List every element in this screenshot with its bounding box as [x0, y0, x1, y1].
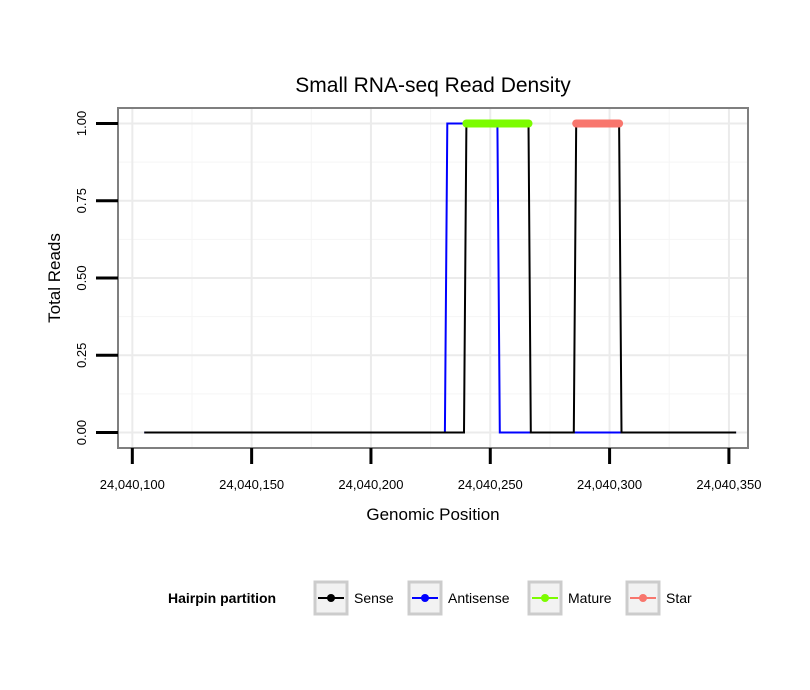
legend-dot-mature — [541, 594, 549, 602]
x-tick-label: 24,040,250 — [458, 477, 523, 492]
x-tick-label: 24,040,200 — [338, 477, 403, 492]
legend-label-sense: Sense — [354, 590, 394, 606]
legend-dot-sense — [327, 594, 335, 602]
x-axis: 24,040,100 24,040,150 24,040,200 24,040,250… — [100, 448, 761, 492]
legend: Hairpin partition Sense Antisense Mature St… — [168, 580, 692, 616]
series-line-sense — [144, 122, 737, 434]
legend-dot-antisense — [421, 594, 429, 602]
y-axis: 0.00 0.25 0.50 0.75 1.00 — [74, 111, 118, 445]
y-tick-label: 1.00 — [74, 111, 89, 136]
chart-title: Small RNA-seq Read Density — [295, 74, 571, 97]
y-tick-label: 0.50 — [74, 265, 89, 290]
x-tick-label: 24,040,350 — [696, 477, 761, 492]
x-tick-label: 24,040,300 — [577, 477, 642, 492]
y-axis-title: Total Reads — [45, 233, 64, 323]
legend-label-star: Star — [666, 590, 692, 606]
series-layer — [144, 119, 737, 434]
x-axis-title: Genomic Position — [366, 505, 499, 524]
y-tick-label: 0.25 — [74, 343, 89, 368]
legend-label-antisense: Antisense — [448, 590, 510, 606]
x-tick-label: 24,040,100 — [100, 477, 165, 492]
y-tick-label: 0.75 — [74, 188, 89, 213]
y-tick-label: 0.00 — [74, 420, 89, 445]
x-tick-label: 24,040,150 — [219, 477, 284, 492]
grid — [118, 108, 748, 448]
legend-label-mature: Mature — [568, 590, 612, 606]
legend-title: Hairpin partition — [168, 590, 276, 606]
legend-dot-star — [639, 594, 647, 602]
